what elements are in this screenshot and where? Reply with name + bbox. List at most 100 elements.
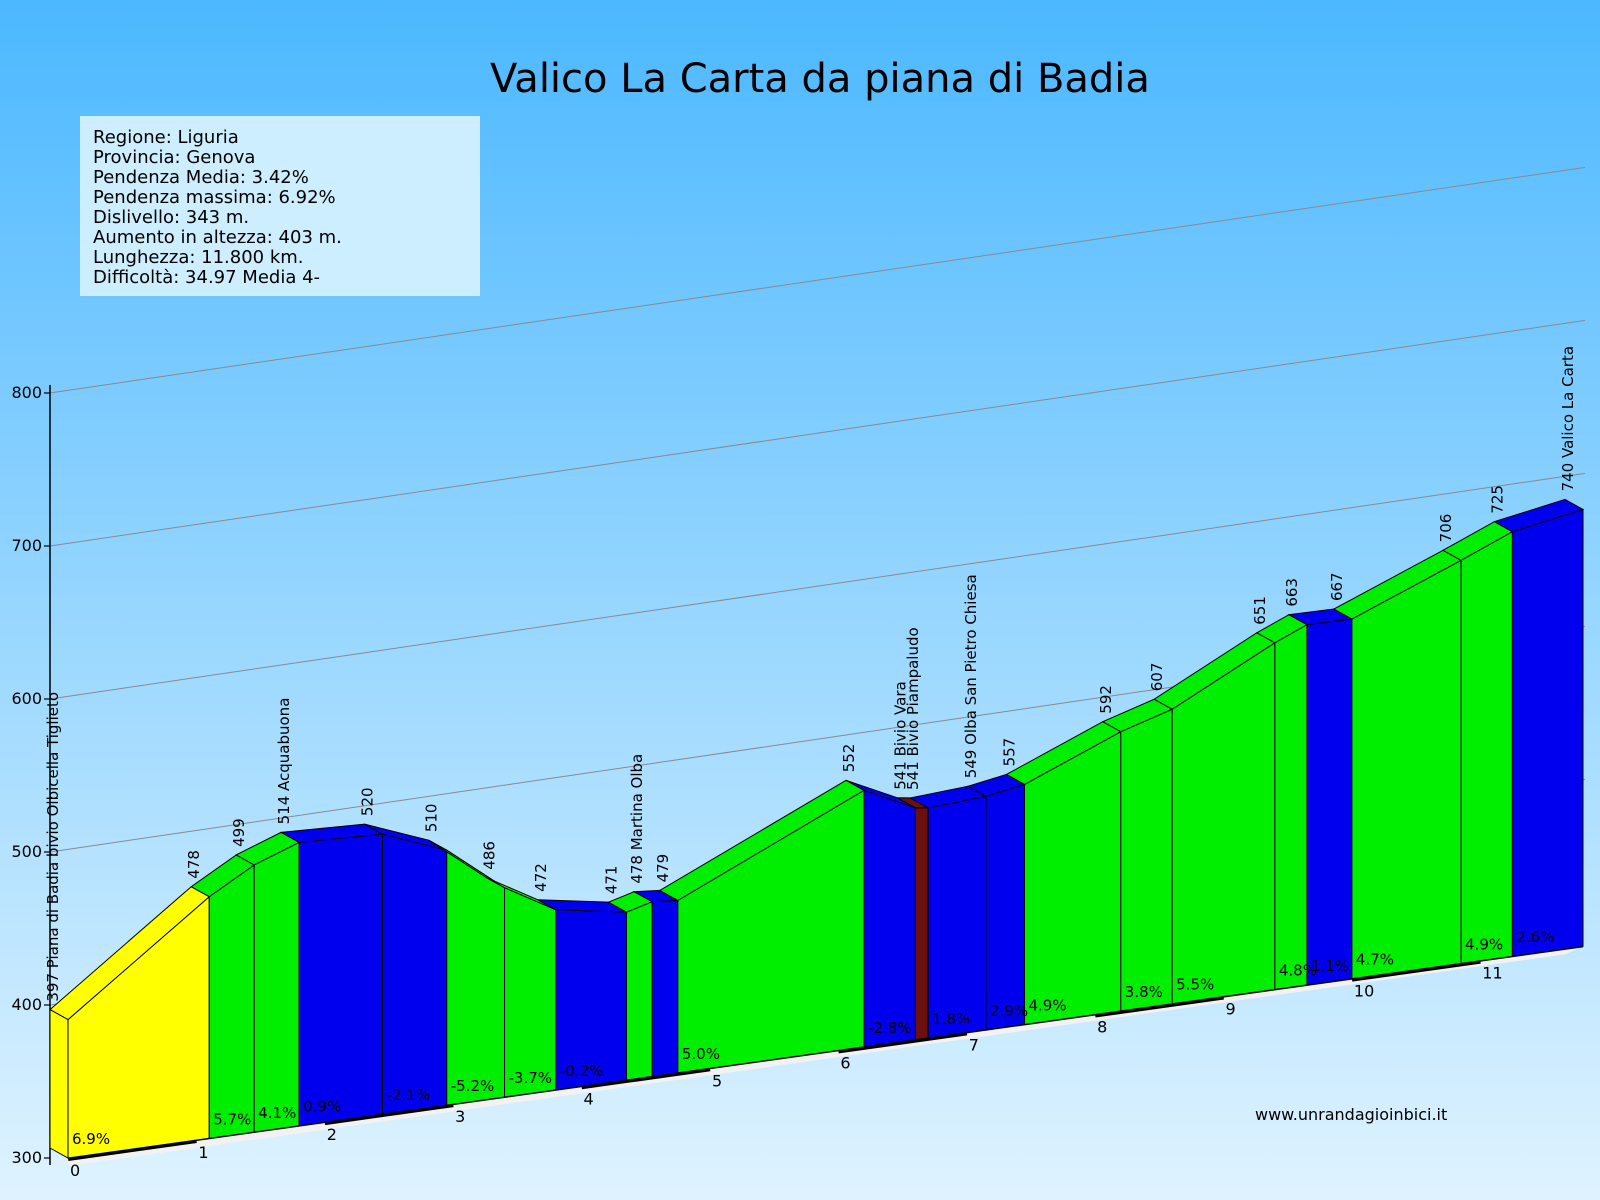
gradient-label: 2.6%	[1516, 928, 1554, 946]
x-tick-label: 11	[1482, 964, 1502, 983]
info-elevation-difference: Dislivello: 343 m.	[93, 207, 249, 228]
gradient-label: -2.8%	[868, 1019, 912, 1037]
gradient-label: -0.2%	[560, 1062, 604, 1080]
segment-front	[985, 783, 1026, 1031]
gradient-label: -3.7%	[509, 1069, 553, 1087]
elevation-label: 541 Bivio Piampaludo	[904, 627, 922, 790]
y-tick-label: 300	[11, 1148, 42, 1167]
gradient-label: 4.9%	[1465, 935, 1503, 953]
gradient-label: -5.2%	[451, 1077, 495, 1095]
profile-segments	[49, 498, 1585, 1159]
elevation-label: 651	[1251, 596, 1269, 625]
segment-front	[1306, 618, 1353, 986]
elevation-label: 472	[532, 863, 550, 892]
y-tick-label: 400	[11, 995, 42, 1014]
segment-front	[1460, 530, 1513, 964]
elevation-label: 520	[359, 787, 377, 816]
segment-front	[927, 795, 987, 1039]
segment-front	[1274, 623, 1308, 990]
segment-front	[914, 807, 929, 1041]
gradient-label: 5.7%	[213, 1110, 251, 1128]
elevation-label: 667	[1328, 572, 1346, 601]
segment-front	[651, 899, 679, 1077]
segment-front	[1351, 559, 1462, 980]
gradient-label: 2.9%	[990, 1002, 1028, 1020]
segment-top	[1493, 498, 1585, 533]
website-credit: www.unrandagioinbici.it	[1255, 1105, 1447, 1124]
info-length: Lunghezza: 11.800 km.	[93, 247, 304, 268]
x-tick-label: 5	[712, 1071, 722, 1090]
x-tick-label: 4	[584, 1089, 594, 1108]
gradient-label: 1.1%	[1311, 957, 1349, 975]
segment-front	[1120, 708, 1173, 1012]
gradient-label: 4.7%	[1356, 951, 1394, 969]
gradient-label: 5.0%	[682, 1045, 720, 1063]
elevation-label: 478 Martina Olba	[628, 754, 646, 884]
info-box: Regione: Liguria Provincia: Genova Pende…	[80, 116, 480, 296]
elevation-label: 478	[185, 850, 203, 879]
x-tick-label: 6	[840, 1053, 850, 1072]
profile-labels: 6.9% 5.7% 4.1% 0.9% -2.1% -5.2% -3.7% -0.2% 5.0%…	[44, 346, 1577, 1148]
elevation-label: 471	[602, 865, 620, 894]
segment-front	[446, 849, 506, 1106]
elevation-label: 479	[654, 854, 672, 883]
y-tick-label: 500	[11, 842, 42, 861]
elevation-label: 486	[481, 841, 499, 870]
elevation-label: 510	[423, 804, 441, 833]
x-tick-label: 2	[327, 1125, 337, 1144]
gradient-label: 1.8%	[932, 1010, 970, 1028]
elevation-label: 397 Piana di Badia bivio Olbicella Tigli…	[44, 692, 62, 1002]
y-tick-label: 600	[11, 689, 42, 708]
x-tick-label: 0	[70, 1161, 80, 1180]
info-total-ascent: Aumento in altezza: 403 m.	[93, 227, 342, 248]
grid-line	[49, 319, 1586, 547]
segment-front	[504, 886, 557, 1098]
gradient-label: 4.9%	[1029, 996, 1067, 1014]
y-axis: 300 400 500 600 700 800	[11, 383, 51, 1167]
info-max-gradient: Pendenza massima: 6.92%	[93, 187, 336, 208]
elevation-label: 499	[230, 818, 248, 847]
elevation-label: 607	[1148, 663, 1166, 692]
gradient-label: 3.8%	[1125, 983, 1163, 1001]
grid-line	[49, 472, 1586, 700]
x-tick-label: 3	[455, 1107, 465, 1126]
info-box-background	[80, 116, 480, 296]
gradient-label: 0.9%	[303, 1098, 341, 1116]
info-difficulty: Difficoltà: 34.97 Media 4-	[93, 267, 320, 288]
elevation-label: 549 Olba San Pietro Chiesa	[962, 574, 980, 778]
gradient-label: 6.9%	[72, 1130, 110, 1148]
elevation-label: 514 Acquabuona	[275, 698, 293, 825]
start-side-face	[49, 1008, 69, 1159]
x-tick-label: 1	[198, 1143, 208, 1162]
grid-line	[49, 166, 1586, 394]
segment-front	[625, 900, 653, 1081]
segment-front	[253, 841, 300, 1133]
elevation-label: 541 Bivio Vara	[891, 681, 909, 790]
elevation-label: 557	[1001, 738, 1019, 767]
x-tick-label: 9	[1226, 1000, 1236, 1019]
y-tick-label: 800	[11, 383, 42, 402]
elevation-label: 740 Valico La Carta	[1559, 346, 1577, 491]
elevation-label: 663	[1283, 578, 1301, 607]
gradient-label: -2.1%	[387, 1086, 431, 1104]
segment-front	[1511, 508, 1584, 957]
elevation-label: 592	[1097, 685, 1115, 714]
segment-front	[382, 833, 448, 1115]
elevation-label: 552	[840, 744, 858, 773]
info-region: Regione: Liguria	[93, 127, 239, 148]
info-average-gradient: Pendenza Media: 3.42%	[93, 167, 309, 188]
x-tick-label: 8	[1097, 1018, 1107, 1037]
info-province: Provincia: Genova	[93, 147, 255, 168]
elevation-label: 725	[1488, 485, 1506, 514]
segment-front	[208, 863, 255, 1139]
chart-title: Valico La Carta da piana di Badia	[490, 56, 1150, 102]
elevation-label: 706	[1437, 514, 1455, 543]
x-tick-label: 7	[969, 1035, 979, 1054]
segment-front	[863, 789, 916, 1048]
gradient-label: 4.8%	[1279, 961, 1317, 979]
x-tick-label: 10	[1354, 982, 1374, 1001]
y-tick-label: 700	[11, 536, 42, 555]
gradient-label: 4.1%	[258, 1104, 296, 1122]
gradient-label: 5.5%	[1176, 976, 1214, 994]
